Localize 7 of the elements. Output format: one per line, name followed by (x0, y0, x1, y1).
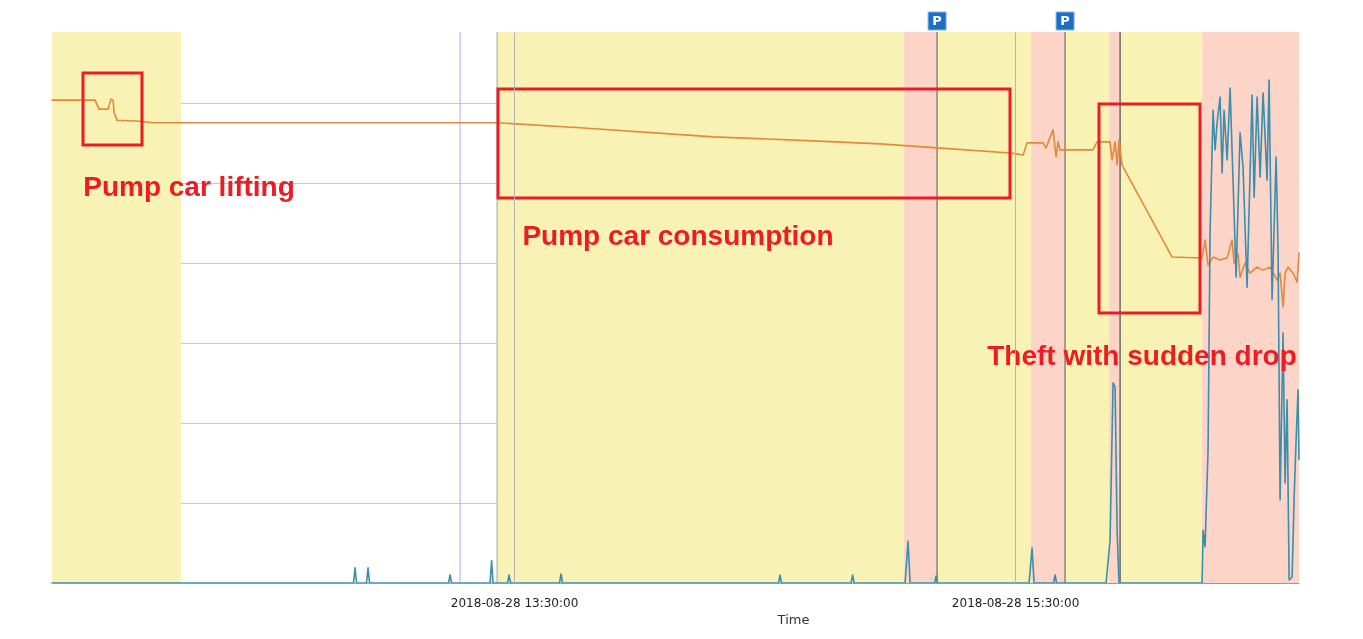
x-axis-title: Time (776, 611, 810, 627)
annotation: Pump car lifting (83, 171, 295, 202)
x-tick-label: 2018-08-28 13:30:00 (450, 595, 579, 610)
ref-line-label: P (1060, 13, 1070, 28)
x-tick-label: 2018-08-28 15:30:00 (951, 595, 1080, 610)
annotation: Pump car consumption (522, 220, 834, 251)
ref-line-label: P (932, 13, 942, 28)
